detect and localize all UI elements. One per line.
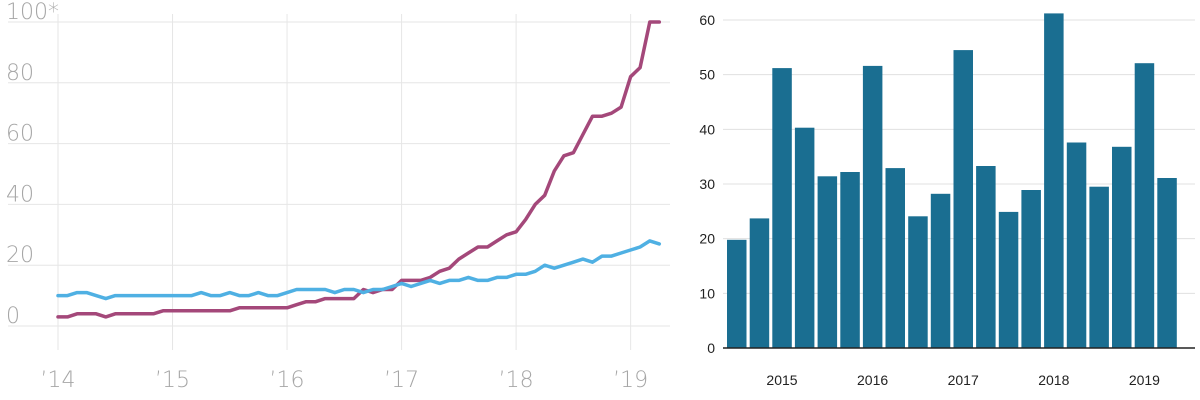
- bar: [727, 239, 747, 348]
- bar-chart-x-tick-label: 2015: [766, 372, 797, 388]
- bar-chart-y-tick-label: 60: [699, 12, 715, 28]
- line-chart-x-tick-label: ’19: [613, 368, 648, 393]
- series-line-purple: [56, 20, 662, 319]
- line-chart-y-axis: 0 20 40 60 80 100*: [6, 0, 59, 329]
- bar: [885, 168, 905, 348]
- bar: [862, 65, 883, 349]
- line-chart-y-tick-label: 40: [6, 182, 34, 207]
- bar-chart-y-tick-label: 30: [699, 176, 715, 192]
- bar-chart-y-axis: 0 10 20 30 40 50 60: [699, 12, 715, 356]
- bar: [749, 218, 770, 348]
- bar-chart-x-tick-label: 2018: [1038, 372, 1069, 388]
- line-chart-x-tick-label: ’16: [270, 368, 305, 393]
- line-chart-x-tick-label: ’17: [384, 368, 419, 393]
- bar: [1134, 63, 1155, 348]
- legend-box-lower: [547, 213, 613, 245]
- bar-chart-x-tick-label: 2019: [1129, 372, 1160, 388]
- line-chart-panel: 0 20 40 60 80 100* ’14 ’15 ’16 ’17 ’18 ’19: [6, 0, 670, 393]
- legend-box-upper: [543, 50, 616, 80]
- bar: [1112, 146, 1132, 348]
- line-chart-grid: [8, 14, 670, 350]
- bar: [1044, 13, 1064, 349]
- bar-chart-x-tick-label: 2017: [948, 372, 979, 388]
- bar-chart-y-tick-label: 20: [699, 231, 715, 247]
- line-chart-y-tick-label: 60: [6, 122, 34, 147]
- bar-chart: 0 10 20 30 40 50 60 2015 2016 2017 2018 2019: [699, 12, 1195, 388]
- bar: [953, 50, 973, 348]
- bar: [772, 68, 792, 348]
- bar-chart-y-tick-label: 10: [699, 285, 715, 301]
- bar: [930, 193, 951, 348]
- bar: [908, 216, 928, 348]
- series-line-blue: [56, 239, 662, 301]
- line-chart-y-tick-label: 20: [6, 243, 34, 268]
- bar-chart-panel: 0 10 20 30 40 50 60 2015 2016 2017 2018 2019: [680, 0, 1200, 400]
- bar: [840, 172, 860, 348]
- line-chart-x-tick-label: ’18: [499, 368, 534, 393]
- bar: [1066, 142, 1087, 348]
- line-chart: 0 20 40 60 80 100* ’14 ’15 ’16 ’17 ’18 ’19: [6, 0, 670, 393]
- bar-chart-bars: [727, 13, 1177, 349]
- bar-chart-x-tick-label: 2016: [857, 372, 888, 388]
- line-chart-x-tick-label: ’14: [41, 368, 76, 393]
- line-chart-x-tick-label: ’15: [155, 368, 190, 393]
- bar: [1157, 178, 1177, 348]
- bar-chart-x-axis: 2015 2016 2017 2018 2019: [766, 372, 1160, 388]
- bar-chart-y-tick-label: 40: [699, 121, 715, 137]
- bar: [1021, 190, 1041, 348]
- bar-chart-y-tick-label: 0: [707, 340, 715, 356]
- bar: [1089, 186, 1109, 348]
- bar: [998, 211, 1019, 348]
- bar: [817, 176, 838, 348]
- bar: [794, 127, 815, 348]
- line-chart-series: [56, 20, 662, 319]
- line-chart-y-tick-label: 80: [6, 61, 34, 86]
- bar: [976, 166, 996, 348]
- bar-chart-y-tick-label: 50: [699, 67, 715, 83]
- line-chart-x-axis: ’14 ’15 ’16 ’17 ’18 ’19: [41, 368, 649, 393]
- line-chart-y-tick-label: 0: [6, 304, 20, 329]
- line-chart-y-tick-label: 100*: [6, 0, 59, 25]
